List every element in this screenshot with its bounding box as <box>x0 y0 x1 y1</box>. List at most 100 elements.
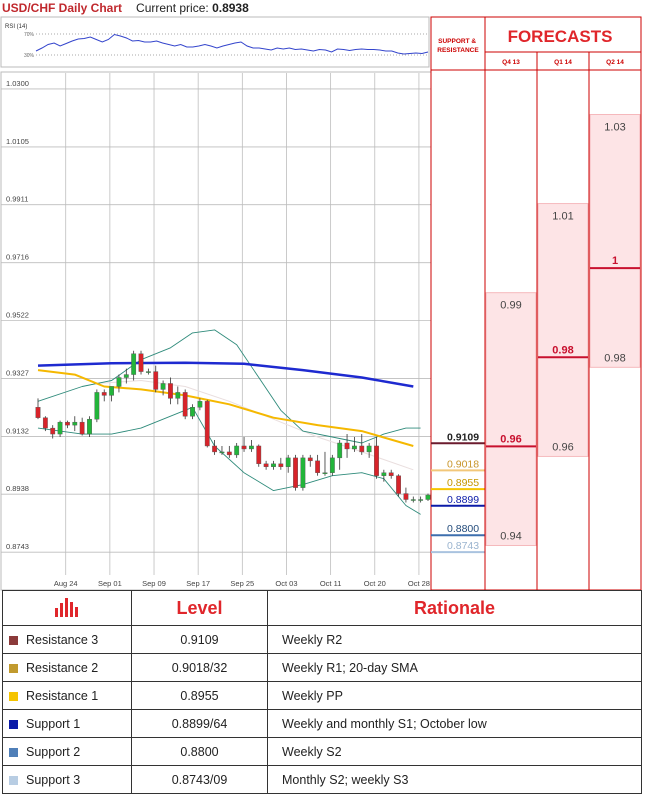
candle-body <box>190 407 195 417</box>
usdchf-chart: RSI (14) 70% 30% 1.0300 1.0105 0.9911 0.971… <box>0 16 642 591</box>
forecast-median-label: 1 <box>612 255 618 267</box>
candle-body <box>241 445 247 450</box>
candle-body <box>410 499 416 501</box>
level-name-cell: Support 2 <box>2 737 132 766</box>
date-gridlines <box>65 73 420 575</box>
forecast-low-label: 0.94 <box>500 530 521 542</box>
levels-table-row: Support 3 0.8743/09 Monthly S2; weekly S3 <box>2 765 642 794</box>
forecast-high-label: 0.99 <box>500 300 521 312</box>
current-price-value: 0.8938 <box>212 1 249 15</box>
date-tick-label: Aug 24 <box>54 579 78 588</box>
forecast-high-label: 1.01 <box>552 211 573 223</box>
candle-body <box>168 383 173 399</box>
candle-body <box>425 494 431 500</box>
candle-body <box>337 442 343 459</box>
price-tick-label: 1.0105 <box>6 137 29 146</box>
level-value: 0.9018/32 <box>131 653 268 682</box>
date-tick-label: Oct 11 <box>320 579 342 588</box>
level-name-cell: Resistance 1 <box>2 681 132 710</box>
level-color-swatch <box>9 747 18 757</box>
forecast-median-label: 0.98 <box>552 344 573 356</box>
date-tick-label: Sep 09 <box>142 579 166 588</box>
support-resistance-column: SUPPORT & RESISTANCE 0.91090.90180.89550… <box>430 16 486 591</box>
candle-body <box>418 499 424 501</box>
price-tick-label: 1.0300 <box>6 79 29 88</box>
candle-body <box>131 353 137 375</box>
candle-body <box>256 445 262 465</box>
candle-body <box>388 472 394 476</box>
level-value: 0.8899/64 <box>131 709 268 738</box>
candle-body <box>271 463 276 467</box>
forecast-range-box <box>485 292 537 546</box>
candle-body <box>35 407 41 418</box>
forecast-range-box <box>589 114 641 368</box>
candle-body <box>285 457 291 467</box>
candle-body <box>344 442 350 450</box>
candle-body <box>42 417 48 429</box>
level-value: 0.8955 <box>131 681 268 710</box>
level-name-cell: Resistance 3 <box>2 625 132 654</box>
sr-header-line1: SUPPORT & <box>438 38 476 45</box>
candle-body <box>219 451 225 454</box>
levels-table-header: Level Rationale <box>2 590 642 626</box>
sr-level-label: 0.8955 <box>447 477 479 489</box>
price-tick-label: 0.8743 <box>6 542 29 551</box>
level-rationale: Weekly PP <box>267 681 642 710</box>
level-header: Level <box>131 590 268 626</box>
level-rationale: Weekly R1; 20-day SMA <box>267 653 642 682</box>
candle-body <box>234 445 240 456</box>
candle-body <box>87 418 92 435</box>
level-value: 0.8800 <box>131 737 268 766</box>
candle-body <box>315 460 321 473</box>
candle-body <box>396 475 401 494</box>
candle-body <box>123 374 129 378</box>
forecast-columns: Q4 13 0.99 0.96 0.94 Q1 14 1.01 0.98 0.96 Q2 14 1… <box>485 59 641 546</box>
rsi-upper-tick: 70% <box>24 32 35 38</box>
candle-body <box>374 445 379 476</box>
rsi-frame <box>0 16 430 68</box>
sr-level-label: 0.8743 <box>447 540 479 552</box>
candle-body <box>50 427 56 435</box>
bar-chart-icon <box>55 597 78 617</box>
candle-body <box>359 445 365 453</box>
price-tick-label: 0.9716 <box>6 253 29 262</box>
levels-table-row: Resistance 3 0.9109 Weekly R2 <box>2 625 642 654</box>
blue-ma-line <box>37 361 414 388</box>
date-tick-label: Oct 28 <box>408 579 430 588</box>
rsi-lower-tick: 30% <box>24 53 35 59</box>
candle-body <box>322 472 328 474</box>
level-name-cell: Support 1 <box>2 709 132 738</box>
level-name: Support 2 <box>26 744 81 759</box>
date-tick-label: Sep 25 <box>230 579 254 588</box>
sr-level-markers: 0.9109 0.9018 0.8955 0.8899 0.8800 0.8743 <box>431 431 485 554</box>
forecast-low-label: 0.98 <box>604 352 625 364</box>
date-tick-label: Oct 03 <box>275 579 297 588</box>
candle-body <box>160 383 166 390</box>
candle-body <box>101 392 107 396</box>
chart-title: USD/CHF Daily Chart <box>2 1 123 15</box>
candle-body <box>182 392 188 417</box>
level-name-cell: Resistance 2 <box>2 653 132 682</box>
level-color-swatch <box>9 691 18 701</box>
forecast-low-label: 0.96 <box>552 441 573 453</box>
levels-table-row: Resistance 1 0.8955 Weekly PP <box>2 681 642 710</box>
rsi-label: RSI (14) <box>5 24 27 30</box>
sr-level-label: 0.9109 <box>447 431 479 443</box>
sr-header-text: SUPPORT & RESISTANCE <box>437 38 479 54</box>
candle-body <box>204 401 210 447</box>
forecast-range-box <box>537 203 589 457</box>
forecast-column-label: Q2 14 <box>606 59 624 66</box>
forecast-median-label: 0.96 <box>500 433 521 445</box>
candle-body <box>352 445 357 450</box>
sr-header-line2: RESISTANCE <box>437 47 479 54</box>
date-tick-label: Sep 17 <box>186 579 210 588</box>
candle-body <box>403 493 409 500</box>
level-color-swatch <box>9 635 18 645</box>
chart-header: USD/CHF Daily Chart Current price: 0.8938 <box>2 0 249 16</box>
date-axis-labels: Aug 24 Sep 01 Sep 09 Sep 17 Sep 25 Oct 03 Oct … <box>54 579 430 588</box>
level-color-swatch <box>9 775 18 785</box>
levels-table-row: Support 1 0.8899/64 Weekly and monthly S1;… <box>2 709 642 738</box>
candle-body <box>109 386 114 396</box>
levels-table-row: Support 2 0.8800 Weekly S2 <box>2 737 642 766</box>
price-tick-label: 0.9132 <box>6 426 29 435</box>
